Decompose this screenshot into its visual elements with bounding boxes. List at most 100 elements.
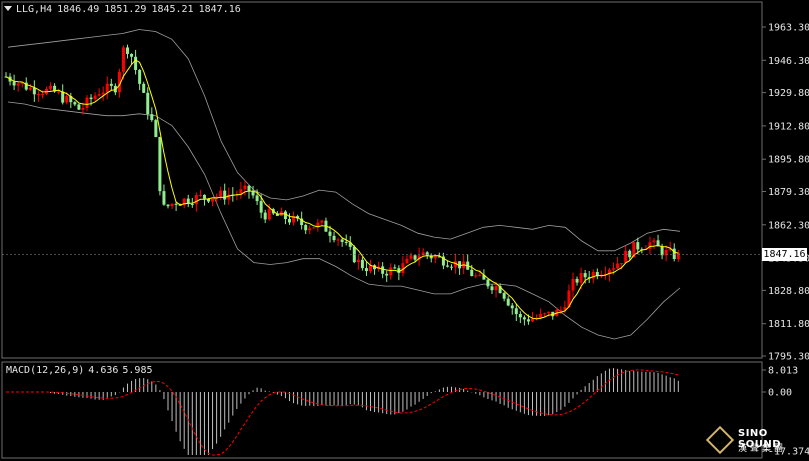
bear-candle	[304, 225, 308, 231]
bull-candle	[97, 94, 101, 96]
macd-signal-line	[6, 369, 679, 456]
bull-candle	[563, 306, 567, 310]
bull-candle	[624, 250, 628, 264]
bear-candle	[518, 314, 522, 318]
bull-candle	[607, 269, 611, 275]
bull-candle	[312, 227, 316, 229]
bear-candle	[340, 239, 344, 242]
price-tick-label: 1929.80	[768, 88, 809, 99]
bear-candle	[450, 266, 453, 268]
bear-candle	[109, 83, 113, 86]
bear-candle	[458, 261, 462, 269]
bull-candle	[620, 263, 624, 265]
bull-candle	[676, 252, 680, 260]
symbol-label: LLG,H4	[16, 4, 53, 15]
bull-candle	[198, 194, 202, 196]
price-tick-label: 1828.80	[768, 286, 809, 297]
macd-tick-label: 8.013	[768, 366, 798, 377]
close-value: 1847.16	[198, 4, 241, 15]
current-price-label: 1847.16	[762, 248, 807, 261]
bear-candle	[628, 250, 632, 258]
bear-candle	[470, 269, 474, 276]
bear-candle	[360, 259, 364, 269]
bear-candle	[162, 191, 166, 205]
bull-candle	[494, 286, 498, 291]
bear-candle	[583, 273, 587, 278]
price-pane-frame	[1, 1, 763, 359]
bull-candle	[93, 95, 97, 100]
bull-candle	[211, 198, 215, 202]
bull-candle	[320, 220, 324, 223]
macd-signal-value: 5.985	[122, 365, 153, 376]
bear-candle	[506, 298, 510, 306]
chart-header: LLG,H4 1846.49 1851.29 1845.21 1847.16	[4, 4, 246, 15]
bull-candle	[409, 255, 413, 259]
bear-candle	[397, 268, 401, 273]
bear-candle	[413, 255, 417, 260]
bull-candle	[632, 242, 636, 258]
bull-candle	[267, 209, 271, 220]
bear-candle	[425, 252, 429, 256]
bull-candle	[170, 203, 174, 207]
bear-candle	[300, 218, 304, 226]
bear-candle	[445, 265, 449, 267]
bear-candle	[202, 194, 206, 199]
bull-candle	[36, 94, 40, 96]
bear-candle	[134, 56, 138, 70]
logo-name: SINO SOUND	[738, 428, 781, 450]
bear-candle	[190, 203, 194, 205]
bear-candle	[53, 85, 57, 92]
bear-candle	[77, 104, 81, 110]
moving-average-line	[5, 59, 679, 320]
bear-candle	[61, 91, 65, 103]
bull-candle	[389, 267, 393, 276]
bear-candle	[126, 47, 129, 54]
bull-candle	[567, 290, 571, 307]
price-tick-label: 1912.80	[768, 121, 809, 132]
bull-candle	[652, 240, 656, 243]
bull-candle	[478, 274, 482, 276]
dropdown-icon[interactable]	[4, 6, 12, 11]
bull-candle	[559, 309, 563, 311]
bull-candle	[57, 91, 61, 93]
macd-tick-label: 0.00	[768, 388, 792, 399]
bull-candle	[227, 194, 231, 200]
bull-candle	[591, 272, 595, 279]
bear-candle	[502, 293, 506, 299]
bull-candle	[579, 273, 583, 283]
low-value: 1845.21	[151, 4, 194, 15]
bear-candle	[385, 273, 389, 276]
bear-candle	[348, 242, 352, 247]
logo-subtitle: 漢聲集團	[738, 444, 787, 454]
price-tick-label: 1862.30	[768, 220, 809, 231]
bull-candle	[121, 47, 125, 72]
open-value: 1846.49	[57, 4, 100, 15]
bull-candle	[417, 255, 421, 260]
bear-candle	[381, 266, 385, 274]
bear-candle	[150, 114, 154, 121]
bull-candle	[356, 259, 360, 263]
bear-candle	[275, 213, 279, 216]
bull-candle	[65, 95, 69, 103]
bear-candle	[259, 201, 263, 213]
bear-candle	[207, 198, 210, 202]
bear-candle	[429, 255, 433, 259]
bull-candle	[535, 317, 539, 319]
bull-candle	[316, 222, 320, 228]
bear-candle	[526, 319, 530, 322]
bull-candle	[539, 313, 543, 318]
bull-candle	[28, 87, 32, 90]
bear-candle	[344, 241, 348, 243]
bear-candle	[288, 219, 291, 223]
bear-candle	[486, 279, 490, 287]
bear-candle	[672, 248, 676, 260]
bear-candle	[364, 268, 368, 272]
bull-candle	[664, 250, 668, 256]
bull-candle	[454, 261, 458, 267]
macd-label: MACD(12,26,9)	[6, 365, 85, 376]
bull-candle	[433, 256, 437, 259]
bull-candle	[16, 83, 20, 86]
bull-candle	[117, 71, 121, 93]
macd-tick-label: -17.374	[768, 447, 809, 458]
